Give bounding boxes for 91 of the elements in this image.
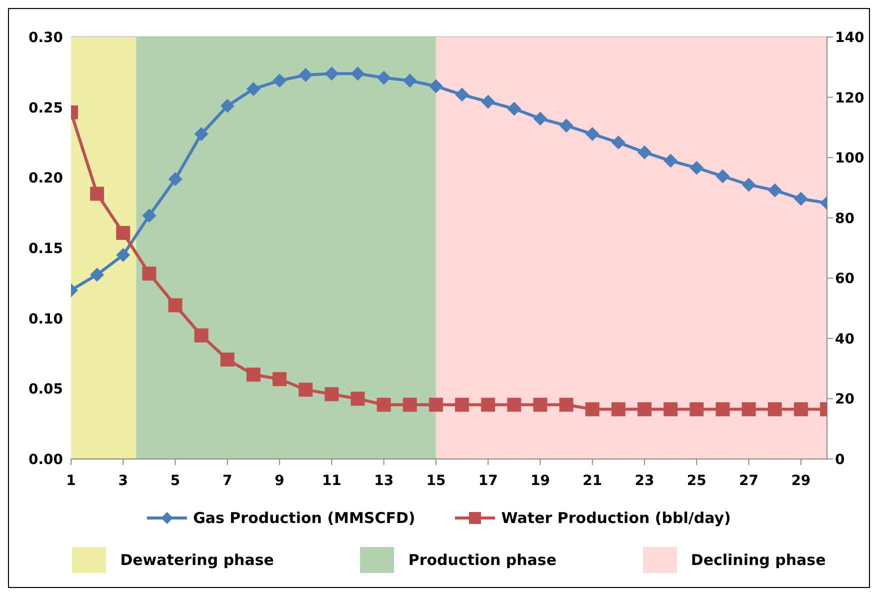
point	[768, 402, 782, 416]
point	[638, 402, 652, 416]
point	[742, 402, 756, 416]
y2-tick-label: 60	[835, 271, 855, 288]
point	[376, 70, 391, 85]
y2-tick-label: 40	[835, 331, 855, 348]
x-tick-label: 25	[686, 472, 706, 489]
point	[350, 392, 365, 406]
point	[481, 94, 496, 109]
y-tick-label: 0.10	[28, 311, 64, 328]
y2-tick-label: 120	[835, 90, 864, 106]
legend-label: Water Production (bbl/day)	[501, 509, 731, 527]
y-tick-label: 0.05	[28, 382, 63, 398]
point	[220, 98, 234, 113]
point	[142, 208, 156, 223]
x-tick-label: 7	[222, 472, 232, 489]
point	[246, 368, 260, 382]
x-tick-label: 15	[426, 472, 446, 489]
point	[585, 402, 600, 416]
y2-tick-label: 100	[835, 150, 864, 167]
point	[402, 398, 417, 412]
point	[690, 402, 704, 416]
point	[324, 66, 339, 81]
point	[116, 248, 130, 262]
point	[768, 183, 782, 198]
point	[194, 328, 208, 342]
point	[533, 398, 548, 412]
point	[168, 172, 182, 186]
x-tick-label: 23	[634, 472, 654, 489]
point	[794, 402, 808, 416]
point	[428, 398, 443, 412]
point	[690, 160, 704, 175]
y-tick-label: 0.25	[28, 100, 63, 116]
legend-label: Declining phase	[690, 551, 826, 569]
point	[559, 398, 574, 412]
legend-label: Dewatering phase	[120, 551, 274, 569]
point	[481, 398, 496, 412]
point	[90, 268, 104, 282]
point	[350, 66, 365, 81]
point	[298, 68, 313, 82]
point	[246, 82, 260, 96]
point	[585, 127, 600, 142]
point	[168, 298, 182, 312]
point	[142, 266, 156, 281]
point	[272, 74, 287, 88]
x-tick-label: 1	[66, 472, 76, 489]
y-tick-label: 0.20	[28, 170, 64, 187]
x-tick-label: 17	[478, 472, 498, 489]
point	[116, 226, 130, 240]
point	[194, 127, 208, 142]
x-tick-label: 27	[739, 472, 759, 489]
point	[716, 169, 730, 184]
x-tick-label: 5	[170, 472, 180, 489]
point	[716, 402, 730, 416]
x-tick-label: 19	[530, 472, 550, 489]
legend-label: Gas Production (MMSCFD)	[193, 509, 416, 527]
y-tick-label: 0.00	[28, 452, 64, 468]
point	[742, 178, 756, 192]
y2-tick-label: 80	[835, 210, 855, 227]
point	[298, 382, 313, 397]
point	[455, 398, 470, 412]
y2-tick-label: 140	[835, 30, 864, 46]
point	[533, 112, 548, 126]
x-tick-label: 9	[274, 472, 284, 489]
point	[507, 398, 522, 412]
point	[507, 102, 522, 116]
point	[794, 192, 808, 206]
y-tick-label: 0.15	[28, 240, 63, 257]
x-tick-label: 21	[582, 472, 602, 489]
y2-tick-label: 20	[835, 392, 855, 408]
point	[559, 118, 574, 133]
x-tick-label: 3	[118, 472, 128, 489]
x-tick-label: 29	[791, 472, 811, 489]
point	[376, 398, 391, 412]
point	[428, 79, 443, 94]
x-tick-label: 13	[374, 472, 394, 489]
y-tick-label: 0.30	[28, 30, 64, 46]
point	[611, 136, 626, 150]
x-tick-label: 11	[322, 472, 342, 489]
point	[455, 88, 470, 102]
point	[220, 352, 234, 367]
point	[90, 186, 104, 201]
point	[664, 154, 678, 168]
point	[611, 402, 626, 416]
point	[272, 372, 287, 386]
point	[402, 74, 417, 88]
point	[324, 387, 339, 402]
y2-tick-label: 0	[835, 452, 845, 468]
point	[664, 402, 678, 416]
point	[638, 145, 652, 160]
legend-label: Production phase	[408, 551, 556, 569]
